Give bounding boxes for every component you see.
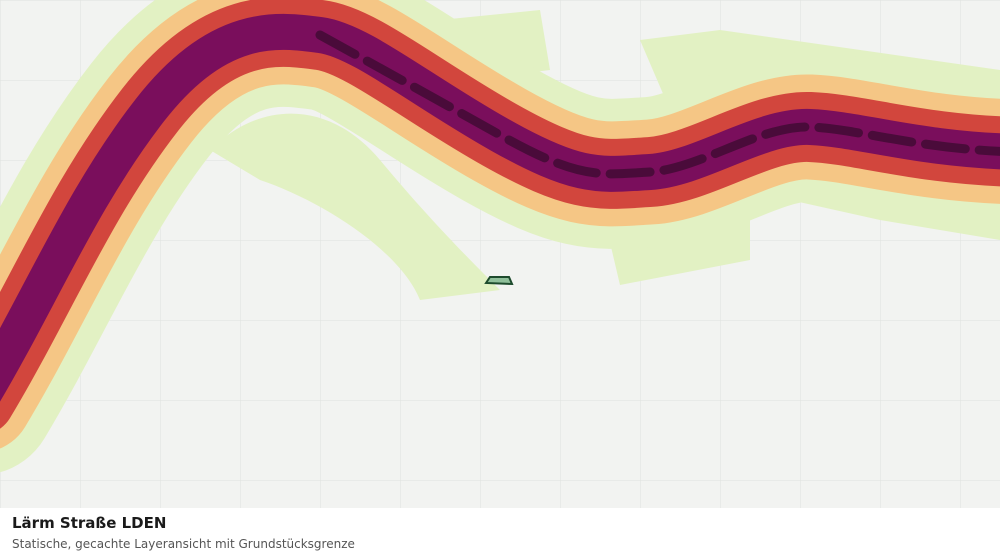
noise-layer xyxy=(0,0,1000,473)
map-title: Lärm Straße LDEN xyxy=(12,514,167,532)
map xyxy=(0,0,1000,508)
parcel-boundary xyxy=(484,276,514,286)
footer: Lärm Straße LDEN Statische, gecachte Lay… xyxy=(0,508,1000,560)
map-subtitle: Statische, gecachte Layeransicht mit Gru… xyxy=(12,537,355,551)
noise-zone-low xyxy=(210,113,500,300)
noise-band-75 xyxy=(315,30,1000,179)
